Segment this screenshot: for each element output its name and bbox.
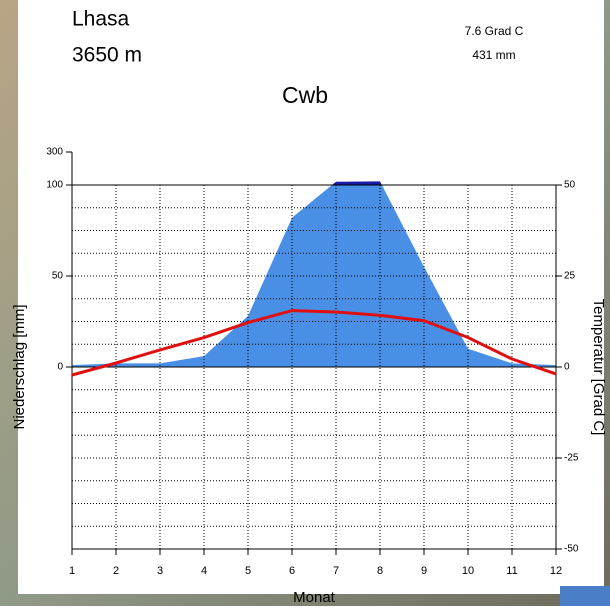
precipitation-area-upper: [331, 181, 382, 185]
annual-precipitation: 431 mm: [472, 48, 515, 62]
y2-tick-label: 50: [564, 180, 576, 191]
corner-box: [560, 586, 610, 606]
y2-tick-label: -25: [564, 453, 579, 464]
y2-tick-label: -50: [564, 544, 579, 555]
y2-axis-label: Temperatur [Grad C]: [590, 299, 607, 436]
station: Lhasa: [72, 8, 130, 31]
temperature-line: [71, 309, 557, 377]
x-tick-label: 6: [289, 565, 295, 577]
chart-title: Cwb: [282, 82, 328, 108]
elevation: 3650 m: [72, 44, 142, 67]
y-tick-label: 50: [52, 271, 64, 282]
x-tick-label: 5: [245, 565, 251, 577]
y-tick-label: 100: [46, 180, 63, 191]
x-tick-label: 1: [69, 565, 75, 577]
x-tick-label: 10: [462, 565, 474, 577]
x-tick-label: 11: [506, 565, 517, 577]
x-tick-label: 3: [157, 565, 163, 577]
y-axis-label: Niederschlag [mm]: [11, 304, 28, 429]
y2-tick-label: 25: [564, 271, 576, 282]
x-tick-label: 2: [113, 565, 119, 577]
x-axis-label: Monat: [293, 589, 336, 606]
x-tick-label: 4: [201, 565, 207, 577]
y2-tick-label: 0: [564, 362, 570, 373]
x-tick-label: 12: [550, 565, 562, 577]
mean-temperature: 7.6 Grad C: [465, 24, 524, 38]
x-tick-label: 9: [421, 565, 427, 577]
y-tick-label: 0: [57, 362, 63, 373]
x-tick-label: 7: [333, 565, 339, 577]
y-tick-label: 300: [46, 147, 63, 158]
x-tick-label: 8: [377, 565, 383, 577]
